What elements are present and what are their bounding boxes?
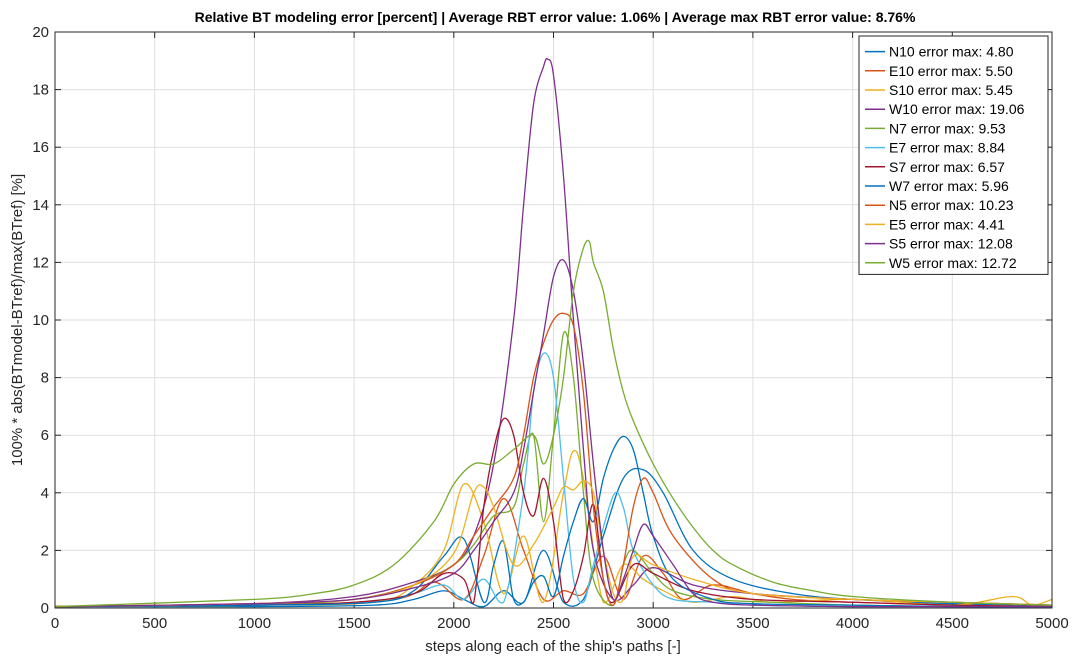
legend-entry: S10 error max: 5.45 — [889, 82, 1013, 98]
legend-entry: S5 error max: 12.08 — [889, 236, 1013, 252]
legend-entry: N5 error max: 10.23 — [889, 197, 1014, 213]
x-tick-label: 5000 — [1035, 615, 1068, 632]
x-tick-label: 500 — [142, 615, 167, 632]
y-tick-label: 12 — [32, 254, 49, 271]
x-tick-label: 2000 — [437, 615, 470, 632]
legend: N10 error max: 4.80 E10 error max: 5.50 S1… — [858, 35, 1049, 275]
chart-title: Relative BT modeling error [percent] | A… — [195, 9, 916, 25]
legend-entry: N7 error max: 9.53 — [889, 120, 1006, 136]
y-tick-label: 20 — [32, 24, 49, 41]
x-tick-label: 4500 — [936, 615, 969, 632]
y-axis-label: 100% * abs(BTmodel-BTref)/max(BTref) [%] — [9, 174, 26, 466]
y-tick-label: 14 — [32, 197, 49, 214]
y-tick-label: 18 — [32, 82, 49, 99]
legend-entry: S7 error max: 6.57 — [889, 159, 1005, 175]
legend-entry: W5 error max: 12.72 — [889, 255, 1017, 271]
x-tick-labels: 0 500 1000 1500 2000 2500 3000 3500 4000 4500 5000 — [51, 615, 1069, 632]
x-tick-label: 0 — [51, 615, 59, 632]
legend-box — [858, 35, 1049, 275]
series-lines — [54, 57, 1053, 608]
legend-entry: N10 error max: 4.80 — [889, 44, 1014, 60]
y-tick-label: 2 — [41, 542, 49, 559]
y-tick-label: 16 — [32, 139, 49, 156]
x-tick-label: 3000 — [637, 615, 670, 632]
legend-entry: E5 error max: 4.41 — [889, 216, 1005, 232]
series-line-1 — [54, 467, 1053, 608]
y-tick-label: 8 — [41, 370, 49, 387]
series-line-11 — [54, 258, 1052, 608]
x-tick-label: 4000 — [836, 615, 869, 632]
y-tick-label: 6 — [41, 427, 49, 444]
x-tick-label: 2500 — [537, 615, 570, 632]
legend-entry: W10 error max: 19.06 — [889, 101, 1025, 117]
x-tick-label: 1000 — [238, 615, 271, 632]
y-tick-labels: 0 2 4 6 8 10 12 14 16 18 20 — [32, 24, 49, 617]
plot-frame — [54, 31, 1053, 609]
series-line-9 — [54, 312, 1053, 608]
legend-entry: E7 error max: 8.84 — [889, 140, 1005, 156]
y-tick-label: 10 — [32, 312, 49, 329]
series-line-10 — [54, 480, 1053, 608]
x-tick-label: 1500 — [337, 615, 370, 632]
y-tick-label: 0 — [41, 600, 49, 617]
x-axis-label: steps along each of the ship's paths [-] — [425, 638, 681, 655]
legend-entry: E10 error max: 5.50 — [889, 63, 1013, 79]
legend-entry: W7 error max: 5.96 — [889, 178, 1009, 194]
series-line-12 — [54, 239, 1053, 608]
x-tick-label: 3500 — [736, 615, 769, 632]
y-tick-label: 4 — [41, 485, 49, 502]
